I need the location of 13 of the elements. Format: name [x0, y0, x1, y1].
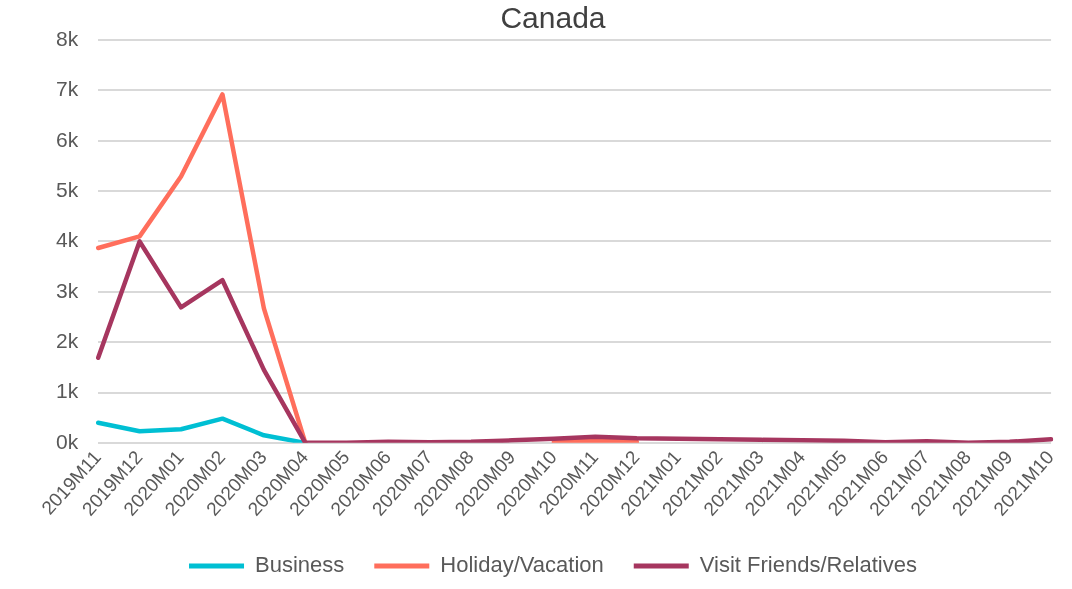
legend-label: Holiday/Vacation — [440, 552, 604, 578]
y-tick-label: 7k — [55, 77, 79, 101]
y-tick-label: 2k — [55, 328, 79, 352]
y-tick-label: 8k — [55, 26, 79, 50]
y-tick-label: 4k — [55, 228, 79, 252]
legend-label: Business — [255, 552, 345, 578]
y-tick-label: 5k — [55, 177, 79, 201]
chart-title: Canada — [500, 1, 606, 35]
legend-label: Visit Friends/Relatives — [699, 552, 917, 578]
y-tick-label: 0k — [55, 429, 79, 453]
y-tick-label: 1k — [55, 379, 79, 403]
y-tick-label: 3k — [55, 278, 79, 302]
y-tick-label: 6k — [55, 127, 79, 151]
